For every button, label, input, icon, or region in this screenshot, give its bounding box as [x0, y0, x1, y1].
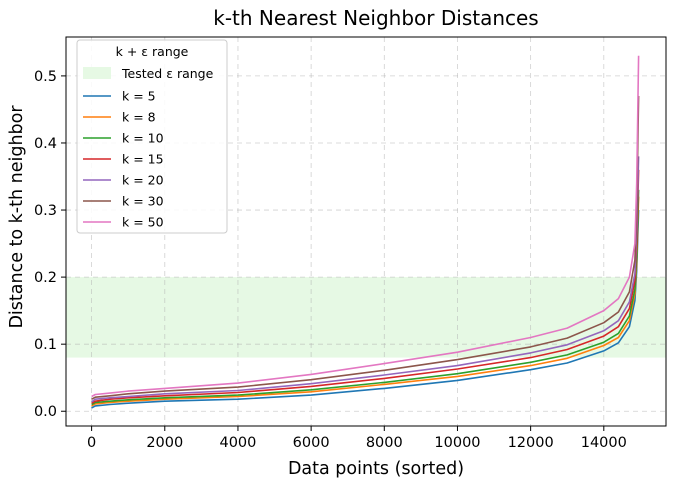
- legend-band-swatch: [83, 67, 111, 79]
- y-tick-label: 0.0: [34, 404, 57, 420]
- series-line-k5: [91, 209, 640, 409]
- y-tick-label: 0.2: [34, 270, 57, 286]
- legend-series-label: k = 8: [122, 110, 156, 125]
- y-tick-label: 0.5: [34, 69, 57, 85]
- legend-title: k + ε range: [116, 44, 189, 59]
- legend-series-label: k = 50: [122, 215, 164, 230]
- x-tick-label: 14000: [581, 435, 627, 451]
- legend-series-label: k = 5: [122, 89, 156, 104]
- legend-series-label: k = 30: [122, 194, 164, 209]
- legend-series-label: k = 10: [122, 131, 164, 146]
- legend-series-entries: k = 5 k = 8 k = 10 k = 15 k = 20 k = 30 k = 50: [83, 89, 164, 230]
- x-tick-label: 6000: [293, 435, 330, 451]
- legend-series-label: k = 20: [122, 173, 164, 188]
- legend: k + ε range Tested ε range k = 5k = 8k =…: [76, 39, 228, 234]
- y-axis-label: Distance to k-th neighbor: [7, 105, 27, 329]
- y-tick-label: 0.4: [34, 136, 57, 152]
- x-tick-label: 12000: [508, 435, 554, 451]
- series-line-k10: [91, 189, 640, 406]
- x-tick-label: 10000: [434, 435, 480, 451]
- x-tick-label: 0: [87, 435, 96, 451]
- series-line-k30: [91, 95, 640, 400]
- x-tick-label: 2000: [146, 435, 183, 451]
- x-tick-label: 8000: [366, 435, 403, 451]
- x-tick-label: 4000: [219, 435, 256, 451]
- y-tick-label: 0.3: [34, 203, 57, 219]
- series-lines: [91, 55, 640, 409]
- legend-box: [76, 39, 228, 234]
- plot-area-frame: [65, 36, 667, 427]
- legend-series-label: k = 15: [122, 152, 164, 167]
- series-line-k15: [91, 169, 640, 404]
- legend-band-label: Tested ε range: [121, 66, 214, 81]
- series-line-k20: [91, 156, 640, 403]
- series-line-k50: [91, 55, 640, 398]
- series-line-k8: [91, 196, 640, 407]
- x-axis-label: Data points (sorted): [288, 459, 464, 479]
- y-tick-label: 0.1: [34, 337, 57, 353]
- chart-title: k-th Nearest Neighbor Distances: [213, 6, 538, 30]
- axis-ticks: 0 2000 4000 6000 8000 10000 12000 14000 0.0 0.1 0.…: [34, 69, 627, 451]
